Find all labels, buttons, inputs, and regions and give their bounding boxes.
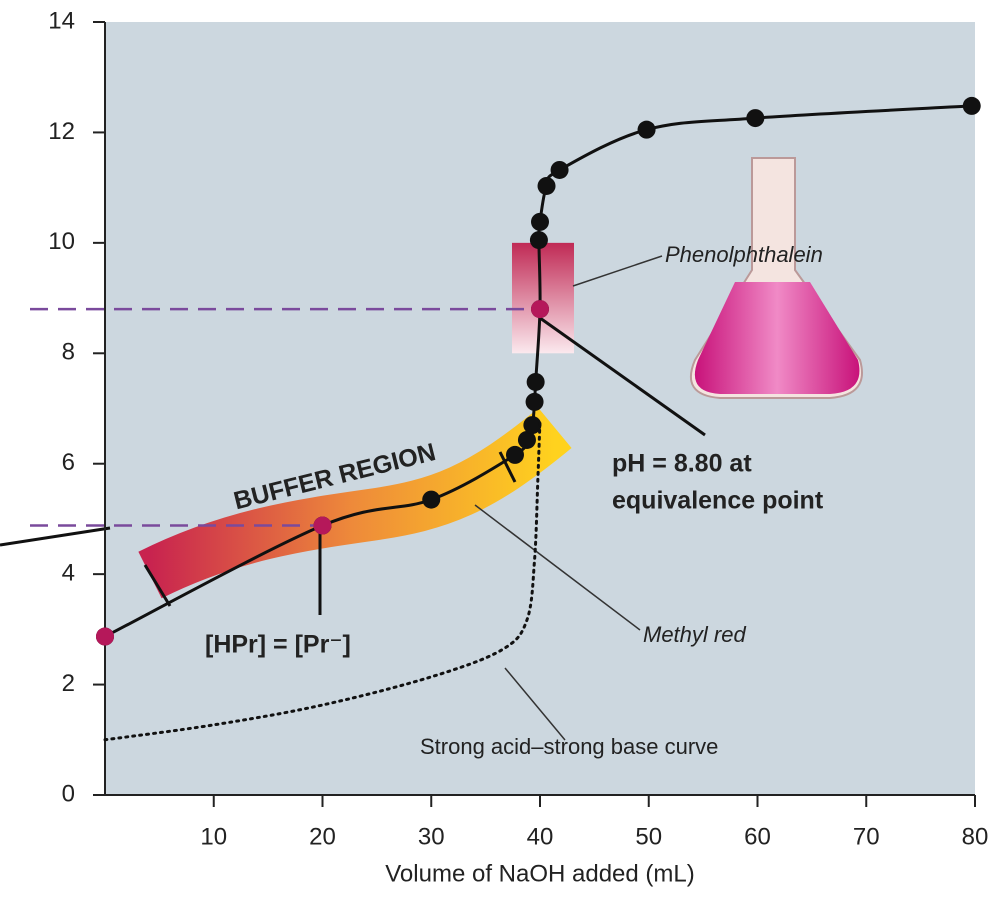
data-point	[637, 120, 656, 139]
data-point	[550, 160, 569, 179]
data-point	[313, 516, 332, 535]
y-tick-label: 8	[62, 339, 75, 366]
phenolphthalein-label: Phenolphthalein	[665, 242, 823, 267]
data-point	[525, 392, 544, 411]
x-tick-label: 70	[853, 823, 880, 850]
y-tick-label: 10	[48, 228, 75, 255]
data-point	[96, 627, 114, 646]
data-point	[962, 96, 981, 115]
pointer	[504, 667, 566, 741]
strong-curve-label: Strong acid–strong base curve	[420, 734, 718, 759]
flask	[690, 157, 863, 399]
data-point	[529, 231, 548, 250]
data-point	[526, 372, 545, 391]
data-point	[537, 176, 556, 195]
curve	[103, 418, 542, 742]
x-tick-label: 10	[200, 823, 227, 850]
data-point	[523, 416, 542, 435]
data-point	[746, 109, 765, 128]
x-tick-label: 80	[962, 823, 989, 850]
y-tick-label: 2	[62, 670, 75, 697]
equivalence-label: equivalence point	[612, 487, 824, 515]
data-point	[422, 490, 441, 509]
x-axis-label: Volume of NaOH added (mL)	[385, 860, 694, 887]
buffer-tick	[143, 564, 172, 607]
pointer	[539, 316, 706, 437]
x-tick-label: 60	[744, 823, 771, 850]
x-tick-label: 30	[418, 823, 445, 850]
methyl-red-label: Methyl red	[643, 622, 746, 647]
data-point	[505, 445, 524, 464]
y-tick-label: 0	[62, 780, 75, 807]
y-tick-label: 14	[48, 7, 75, 34]
y-tick-label: 4	[62, 559, 75, 586]
data-point	[531, 300, 549, 319]
pointer	[572, 255, 663, 287]
y-tick-label: 6	[62, 449, 75, 476]
x-tick-label: 20	[309, 823, 336, 850]
x-tick-label: 50	[635, 823, 662, 850]
equivalence-label: pH = 8.80 at	[612, 450, 752, 478]
pointer	[474, 504, 641, 631]
pointer	[0, 526, 111, 547]
data-point	[531, 212, 549, 231]
methyl-red-band	[138, 407, 572, 599]
x-tick-label: 40	[527, 823, 554, 850]
y-tick-label: 12	[48, 118, 75, 145]
data-point	[517, 430, 536, 449]
buffer-tick	[498, 451, 517, 483]
half-equivalence-label: [HPr] = [Pr⁻]	[205, 631, 351, 659]
